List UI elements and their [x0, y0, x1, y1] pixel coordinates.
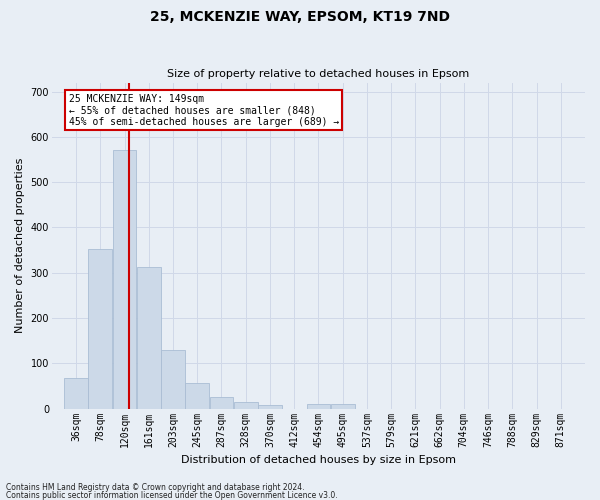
Bar	[307, 404, 330, 408]
Bar	[137, 267, 161, 408]
Bar	[331, 404, 355, 408]
Bar	[185, 383, 209, 408]
Bar	[161, 350, 185, 408]
Text: Contains HM Land Registry data © Crown copyright and database right 2024.: Contains HM Land Registry data © Crown c…	[6, 484, 305, 492]
Text: 25, MCKENZIE WAY, EPSOM, KT19 7ND: 25, MCKENZIE WAY, EPSOM, KT19 7ND	[150, 10, 450, 24]
Bar	[234, 402, 257, 408]
Y-axis label: Number of detached properties: Number of detached properties	[15, 158, 25, 334]
Bar	[88, 249, 112, 408]
Bar	[209, 398, 233, 408]
Title: Size of property relative to detached houses in Epsom: Size of property relative to detached ho…	[167, 69, 470, 79]
X-axis label: Distribution of detached houses by size in Epsom: Distribution of detached houses by size …	[181, 455, 456, 465]
Text: 25 MCKENZIE WAY: 149sqm
← 55% of detached houses are smaller (848)
45% of semi-d: 25 MCKENZIE WAY: 149sqm ← 55% of detache…	[69, 94, 339, 127]
Bar	[64, 378, 88, 408]
Text: Contains public sector information licensed under the Open Government Licence v3: Contains public sector information licen…	[6, 490, 338, 500]
Bar	[113, 150, 136, 408]
Bar	[258, 405, 282, 408]
